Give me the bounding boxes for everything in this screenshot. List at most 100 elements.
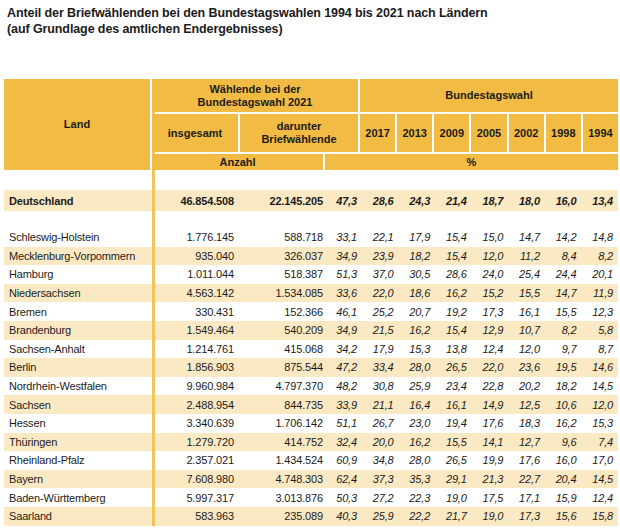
percent-cell: 11,2 [508, 250, 545, 262]
count-cell: 415.068 [238, 343, 327, 355]
percent-cell: 12,0 [581, 399, 618, 411]
count-cell: 9.960.984 [155, 380, 238, 392]
percent-cell: 28,6 [362, 195, 399, 207]
percent-cell: 19,0 [472, 510, 509, 522]
count-cell: 935.040 [155, 250, 238, 262]
count-cell: 3.013.876 [238, 492, 327, 504]
header-year-2005: 2005 [471, 114, 506, 152]
percent-cell: 17,0 [581, 454, 618, 466]
percent-cell: 60,9 [327, 454, 362, 466]
percent-cell: 20,0 [362, 436, 399, 448]
percent-cell: 14,7 [508, 231, 545, 243]
percent-cell: 22,7 [508, 473, 545, 485]
percent-cell: 16,1 [435, 399, 472, 411]
percent-cell: 18,6 [399, 287, 436, 299]
header-year-2017: 2017 [360, 114, 395, 152]
count-cell: 22.145.205 [238, 195, 327, 207]
land-cell: Nordrhein-Westfalen [4, 380, 155, 392]
percent-cell: 23,6 [508, 361, 545, 373]
percent-cell: 51,1 [327, 417, 362, 429]
table-body: Deutschland46.854.50822.145.20547,328,62… [4, 190, 618, 526]
percent-cell: 25,9 [362, 510, 399, 522]
percent-cell: 8,2 [581, 250, 618, 262]
count-cell: 326.037 [238, 250, 327, 262]
header-year-2013: 2013 [397, 114, 432, 152]
land-cell: Sachsen [4, 399, 155, 411]
percent-cell: 33,1 [327, 231, 362, 243]
percent-cell: 12,7 [508, 436, 545, 448]
count-cell: 1.434.524 [238, 454, 327, 466]
percent-cell: 14,6 [581, 361, 618, 373]
subtitle-line: (auf Grundlage des amtlichen Endergebnis… [7, 21, 488, 37]
percent-cell: 50,3 [327, 492, 362, 504]
land-cell: Brandenburg [4, 324, 155, 336]
table-row: Hamburg1.011.044518.38751,337,030,528,62… [4, 265, 618, 284]
header-land: Land [4, 79, 150, 170]
table-row: Brandenburg1.549.464540.20934,921,516,21… [4, 321, 618, 340]
percent-cell: 33,6 [327, 287, 362, 299]
percent-cell: 24,4 [545, 268, 582, 280]
land-cell: Deutschland [4, 195, 155, 207]
percent-cell: 15,5 [508, 287, 545, 299]
percent-cell: 47,3 [327, 195, 362, 207]
percent-cell: 28,0 [399, 454, 436, 466]
percent-cell: 16,2 [399, 324, 436, 336]
percent-cell: 21,7 [435, 510, 472, 522]
percent-cell: 27,2 [362, 492, 399, 504]
percent-cell: 30,5 [399, 268, 436, 280]
percent-cell: 18,2 [399, 250, 436, 262]
percent-cell: 15,6 [545, 510, 582, 522]
percent-cell: 22,0 [472, 361, 509, 373]
header-years-row: 2017201320092005200219981994 [360, 114, 618, 152]
percent-cell: 15,3 [581, 417, 618, 429]
percent-cell: 17,3 [508, 510, 545, 522]
count-cell: 1.534.085 [238, 287, 327, 299]
percent-cell: 12,3 [581, 306, 618, 318]
percent-cell: 46,1 [327, 306, 362, 318]
header-insgesamt: insgesamt [152, 114, 238, 152]
percent-cell: 40,3 [327, 510, 362, 522]
count-cell: 4.748.303 [238, 473, 327, 485]
percent-cell: 21,4 [435, 195, 472, 207]
percent-cell: 19,4 [435, 417, 472, 429]
table-row: Bremen330.431152.36646,125,220,719,217,3… [4, 302, 618, 321]
percent-cell: 37,0 [362, 268, 399, 280]
table-row: Saarland583.963235.08940,325,922,221,719… [4, 507, 618, 526]
header-bundestagswahl: Bundestagswahl [360, 79, 618, 112]
percent-cell: 15,5 [545, 306, 582, 318]
count-cell: 1.214.761 [155, 343, 238, 355]
percent-cell: 12,4 [472, 343, 509, 355]
percent-cell: 35,3 [399, 473, 436, 485]
percent-cell: 17,9 [362, 343, 399, 355]
percent-cell: 15,0 [472, 231, 509, 243]
table-row: Schleswig-Holstein1.776.145588.71833,122… [4, 228, 618, 247]
land-cell: Thüringen [4, 436, 155, 448]
percent-cell: 26,5 [435, 361, 472, 373]
percent-cell: 7,4 [581, 436, 618, 448]
percent-cell: 17,9 [399, 231, 436, 243]
percent-cell: 14,7 [545, 287, 582, 299]
land-cell: Hessen [4, 417, 155, 429]
percent-cell: 12,9 [472, 324, 509, 336]
percent-cell: 17,3 [472, 306, 509, 318]
percent-cell: 10,6 [545, 399, 582, 411]
statistics-table: Land Wählende bei der Bundestagswahl 202… [4, 79, 618, 526]
percent-cell: 22,1 [362, 231, 399, 243]
land-cell: Saarland [4, 510, 155, 522]
percent-cell: 28,0 [399, 361, 436, 373]
percent-cell: 13,4 [581, 195, 618, 207]
table-row: Hessen3.340.6391.706.14251,126,723,019,4… [4, 414, 618, 433]
percent-cell: 16,2 [399, 436, 436, 448]
percent-cell: 20,7 [399, 306, 436, 318]
header-darunter-briefwaehlende: darunter Briefwählende [240, 114, 358, 152]
percent-cell: 8,2 [545, 324, 582, 336]
table-row: Nordrhein-Westfalen9.960.9844.797.37048,… [4, 377, 618, 396]
percent-cell: 15,3 [399, 343, 436, 355]
percent-cell: 19,2 [435, 306, 472, 318]
percent-cell: 32,4 [327, 436, 362, 448]
header-percent: % [325, 154, 618, 170]
percent-cell: 34,2 [327, 343, 362, 355]
percent-cell: 48,2 [327, 380, 362, 392]
table-row: Sachsen2.488.954844.73533,921,116,416,11… [4, 395, 618, 414]
percent-cell: 20,4 [545, 473, 582, 485]
